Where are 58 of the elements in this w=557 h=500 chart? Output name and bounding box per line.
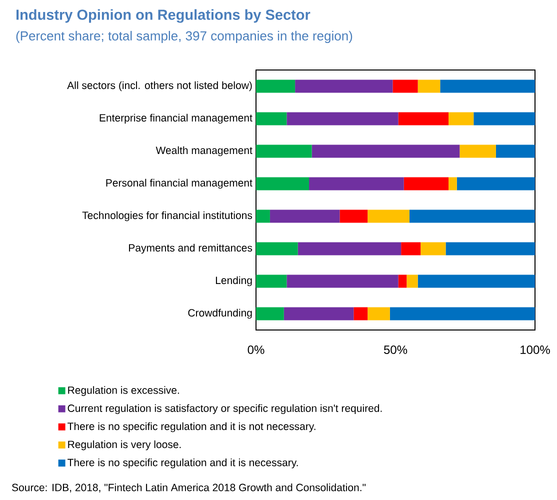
bar <box>256 144 312 158</box>
bar <box>392 80 418 93</box>
bar <box>401 242 421 256</box>
bar <box>406 274 418 288</box>
bar <box>368 307 390 320</box>
bar <box>256 177 310 190</box>
bar <box>404 177 449 190</box>
bar <box>256 242 298 256</box>
bar <box>448 177 457 190</box>
bar <box>256 80 296 93</box>
bar <box>409 210 536 223</box>
bar <box>256 210 270 223</box>
y-tick-label: Crowdfunding <box>188 308 252 319</box>
y-tick-label: Lending <box>216 276 252 286</box>
legend-label: Regulation is very loose. <box>68 440 181 450</box>
bar <box>286 274 398 288</box>
y-tick-label: Wealth management <box>156 146 252 156</box>
bar <box>256 307 284 320</box>
source-note: Source: IDB, 2018, "Fintech Latin America 2018 Growth and Consolidation." <box>12 484 366 492</box>
bar <box>418 80 440 93</box>
bar <box>256 274 287 288</box>
y-tick-label: Payments and remittances <box>129 244 252 254</box>
legend-label: Regulation is excessive. <box>68 386 179 396</box>
bar <box>368 210 410 223</box>
bar <box>440 80 536 93</box>
bar <box>284 307 354 320</box>
bar <box>354 307 368 320</box>
x-tick-label: 50% <box>384 346 408 354</box>
bar <box>298 242 402 256</box>
y-tick-label: Enterprise financial management <box>100 114 252 124</box>
bar <box>474 112 536 126</box>
bar <box>398 274 407 288</box>
bar <box>418 274 536 288</box>
bar <box>309 177 404 190</box>
bar <box>460 144 496 158</box>
bar <box>496 144 536 158</box>
bar <box>312 144 460 158</box>
y-tick-label: All sectors (incl. others not listed below) <box>67 81 252 92</box>
y-tick-label: Personal financial management <box>106 178 252 189</box>
bar <box>256 112 287 126</box>
bar <box>448 112 474 126</box>
bar <box>270 210 340 223</box>
bar <box>340 210 368 223</box>
bar <box>398 112 449 126</box>
bar <box>295 80 393 93</box>
bar <box>420 242 446 256</box>
bar <box>456 177 536 190</box>
x-tick-label: 0% <box>248 346 264 354</box>
chart-title: Industry Opinion on Regulations by Sector <box>16 9 310 23</box>
legend-label: There is no specific regulation and it is not necessary. <box>68 422 316 432</box>
y-tick-label: Technologies for financial institutions <box>82 211 252 222</box>
chart-subtitle: (Percent share; total sample, 397 companies in the region) <box>16 30 352 44</box>
bar <box>446 242 536 256</box>
legend-label: There is no specific regulation and it is necessary. <box>68 458 298 468</box>
bar <box>390 307 536 320</box>
bar <box>286 112 398 126</box>
legend-label: Current regulation is satisfactory or specific regulation isn't required. <box>68 404 382 414</box>
x-tick-label: 100% <box>520 346 550 354</box>
